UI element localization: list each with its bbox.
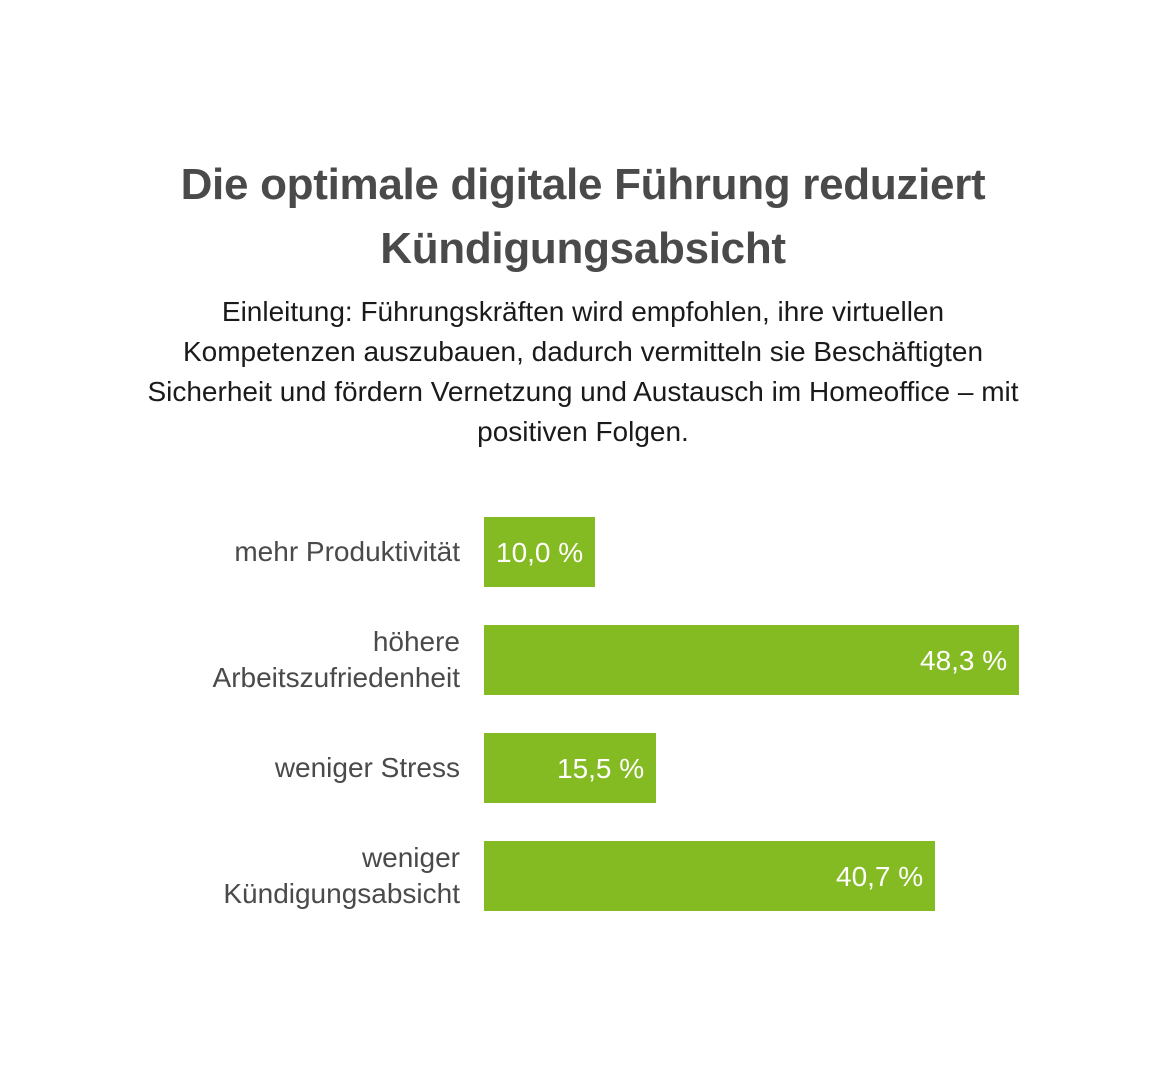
chart-title: Die optimale digitale Führung reduziert … — [180, 160, 986, 273]
category-label: weniger Stress — [274, 752, 460, 783]
category-label: mehr Produktivität — [234, 536, 460, 567]
bar: 48,3 % — [484, 625, 1019, 695]
bar-value-label: 10,0 % — [496, 537, 584, 568]
bar-value-label: 40,7 % — [836, 861, 924, 892]
category-label: höhere Arbeitszufriedenheit — [212, 626, 460, 693]
chart-subtitle: Einleitung: Führungskräften wird empfohl… — [147, 296, 1019, 447]
bar: 40,7 % — [484, 841, 935, 911]
bar: 10,0 % — [484, 517, 595, 587]
bar-value-label: 15,5 % — [557, 753, 645, 784]
bar: 15,5 % — [484, 733, 656, 803]
bar-value-label: 48,3 % — [920, 645, 1008, 676]
category-label: weniger Kündigungsabsicht — [223, 842, 460, 909]
